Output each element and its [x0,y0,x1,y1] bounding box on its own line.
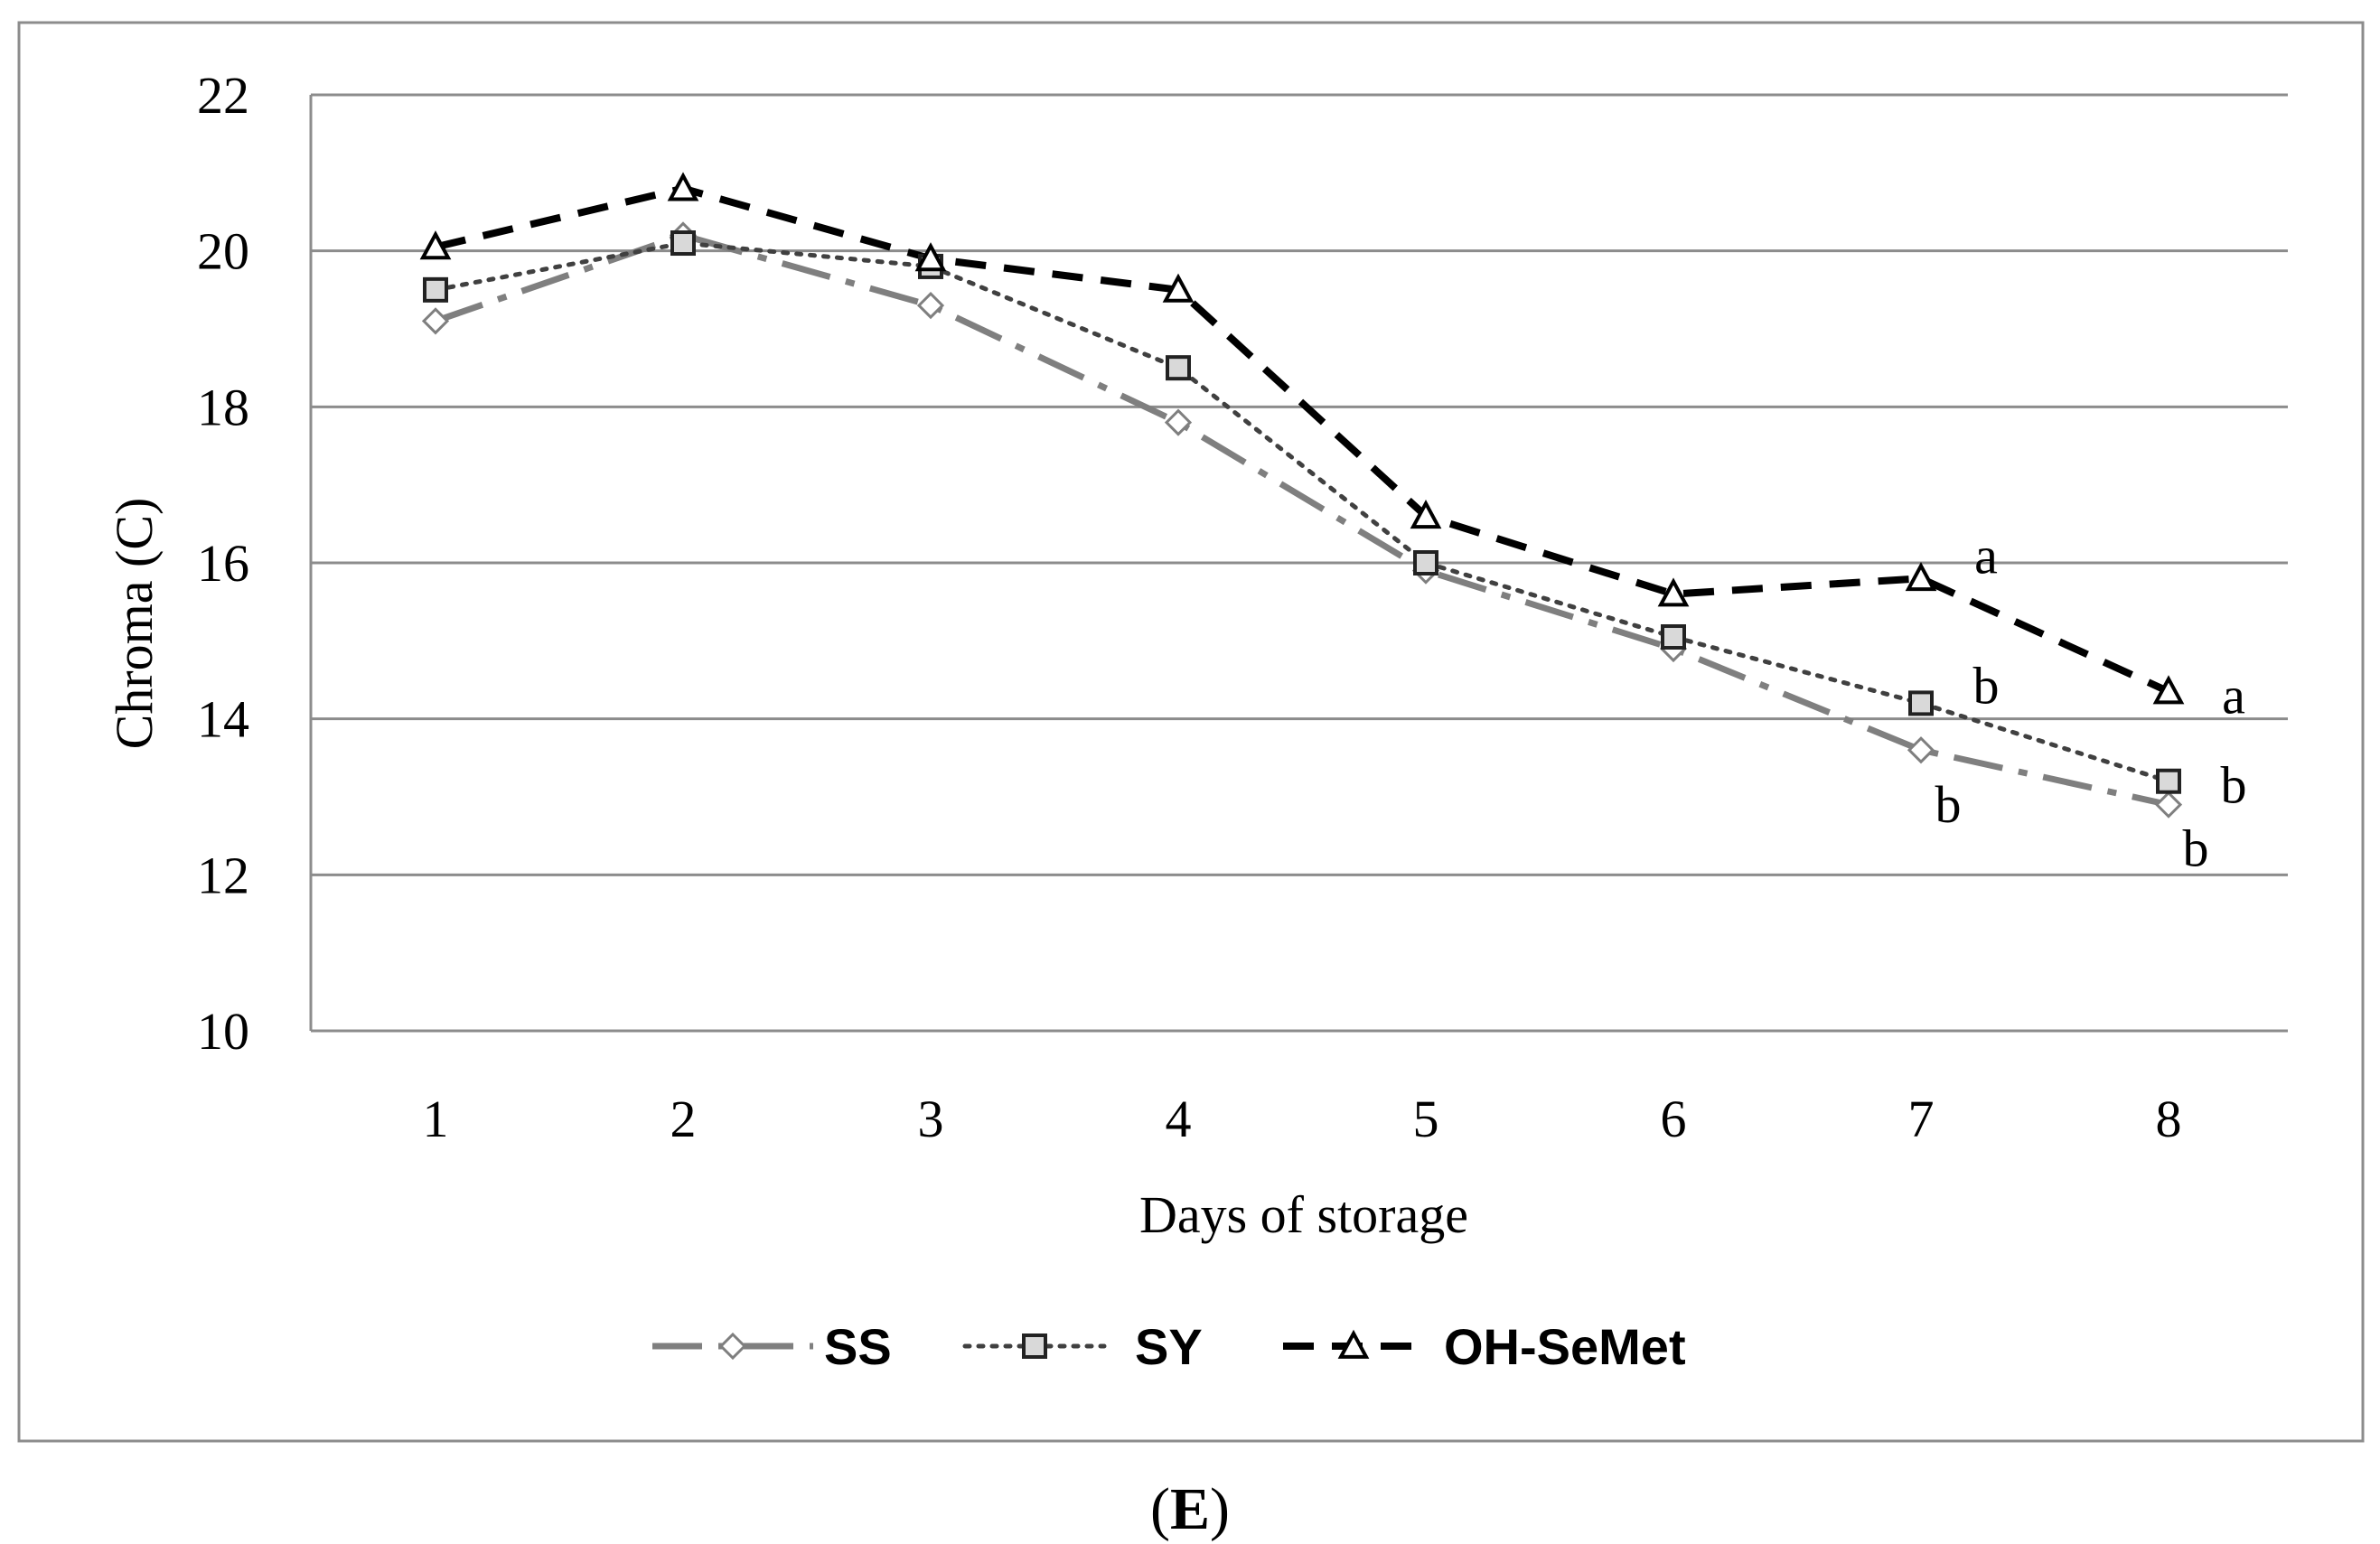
x-tick-label: 7 [1908,1090,1935,1148]
data-point-ss [1164,408,1193,436]
legend-marker-diamond [718,1332,747,1361]
y-tick-label: 14 [197,690,249,749]
x-tick-label: 4 [1166,1090,1192,1148]
y-axis-label: Chroma (C) [105,498,164,750]
data-point-ss [2154,791,2183,819]
y-tick-label: 22 [197,66,249,125]
x-tick-label: 6 [1661,1090,1687,1148]
y-tick-label: 18 [197,378,249,436]
significance-label: a [2222,666,2245,725]
y-tick-label: 20 [197,222,249,281]
legend-item-ss: SS [652,1318,892,1375]
legend-label: SY [1135,1318,1203,1375]
y-tick-label: 12 [197,846,249,904]
data-point-oh-semet [914,242,947,272]
data-point-sy [1661,624,1686,650]
data-point-ss [916,291,945,320]
legend: SS SY OH-SeMet [652,1318,1686,1375]
series-line-oh-semet [435,184,2170,696]
x-tick-label: 3 [918,1090,944,1148]
data-point-sy [1908,690,1934,716]
data-point-sy [670,230,696,257]
legend-marker-square [1022,1333,1047,1359]
data-point-ss [421,307,450,335]
panel-label: (E) [1150,1476,1230,1542]
x-tick-label: 1 [423,1090,449,1148]
data-point-sy [1166,355,1191,381]
x-tick-label: 2 [670,1090,697,1148]
significance-label: a [1974,526,1998,585]
x-tick-label: 8 [2156,1090,2182,1148]
data-point-oh-semet [1410,499,1442,529]
y-tick-label: 16 [197,534,249,593]
chart-frame [17,21,2365,1443]
data-point-ss [1907,736,1935,764]
data-point-oh-semet [667,172,699,201]
y-tick-label: 10 [197,1002,249,1061]
data-point-oh-semet [419,230,452,260]
data-point-oh-semet [1657,577,1690,607]
significance-label: b [1973,656,2000,715]
significance-label: b [2221,756,2247,815]
x-tick-label: 5 [1413,1090,1439,1148]
data-point-oh-semet [1905,562,1937,592]
series-line-ss [434,231,2169,809]
legend-item-oh-semet: OH-SeMet [1283,1318,1686,1375]
data-point-sy [2156,768,2181,794]
series-line-sy [433,240,2171,784]
significance-label: b [2183,819,2209,878]
legend-marker-triangle [1337,1329,1370,1359]
data-point-sy [423,276,448,303]
x-axis-label: Days of storage [1139,1185,1468,1244]
legend-item-sy: SY [962,1318,1203,1375]
significance-label: b [1935,775,1962,834]
data-point-oh-semet [1162,273,1195,303]
legend-label: SS [824,1318,892,1375]
data-point-sy [1413,550,1438,575]
legend-label: OH-SeMet [1444,1318,1686,1375]
data-point-oh-semet [2152,675,2185,705]
